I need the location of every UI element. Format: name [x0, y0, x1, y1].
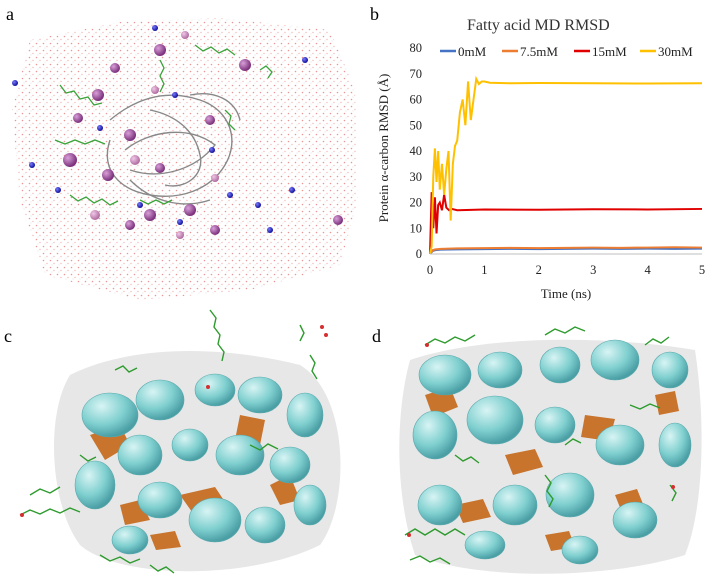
panel-d-surface-render	[399, 326, 702, 574]
y-tick-label: 20	[410, 196, 423, 210]
x-tick-label: 1	[481, 263, 487, 277]
panel-letter-c: c	[4, 326, 12, 346]
y-tick-label: 10	[410, 221, 423, 235]
legend-label-30mM: 30mM	[658, 44, 693, 59]
rmsd-line-chart: Fatty acid MD RMSD 0mM 7.5mM 15mM 30mM 0102…	[376, 17, 705, 301]
legend-label-7.5mM: 7.5mM	[520, 44, 558, 59]
x-tick-label: 2	[536, 263, 542, 277]
protein-ribbon	[106, 93, 241, 205]
legend-label-0mM: 0mM	[458, 44, 487, 59]
fatty-acid-chains	[54, 44, 273, 206]
panel-c-surface-render	[19, 309, 341, 574]
y-tick-label: 30	[410, 170, 423, 184]
legend-label-15mM: 15mM	[592, 44, 627, 59]
chloride-ions	[12, 25, 308, 233]
series-line-7.5mM	[429, 246, 703, 255]
oxygen-atoms	[407, 343, 675, 537]
series-line-30mM	[429, 75, 703, 255]
fatty-acid-chains	[404, 326, 677, 565]
y-tick-label: 0	[416, 247, 422, 261]
panel-letter-a: a	[6, 4, 14, 24]
fatty-acid-chains	[19, 309, 318, 574]
y-tick-label: 40	[410, 144, 423, 158]
panel-letter-d: d	[372, 326, 381, 346]
x-tick-label: 5	[699, 263, 705, 277]
sodium-ions	[63, 44, 343, 235]
cyan-surface-blobs	[412, 339, 692, 565]
y-tick-label: 80	[410, 41, 423, 55]
chart-series	[429, 75, 703, 255]
x-tick-labels: 0 1 2 3 4 5	[427, 263, 705, 277]
cyan-surface-blobs	[74, 373, 327, 555]
x-tick-label: 4	[644, 263, 651, 277]
pink-ions	[90, 31, 219, 239]
x-tick-label: 0	[427, 263, 433, 277]
series-line-0mM	[429, 247, 703, 255]
series-line-15mM	[429, 192, 703, 255]
y-axis-label: Protein α-carbon RMSD (Å)	[376, 74, 391, 223]
x-axis-label: Time (ns)	[541, 286, 591, 301]
chart-legend: 0mM 7.5mM 15mM 30mM	[440, 44, 693, 59]
y-tick-label: 70	[410, 67, 423, 81]
y-tick-labels: 0 10 20 30 40 50 60 70 80	[410, 41, 423, 261]
x-tick-label: 3	[590, 263, 596, 277]
panel-a-molecular-render	[12, 18, 358, 300]
panel-letter-b: b	[370, 4, 379, 24]
oxygen-atoms	[20, 325, 328, 517]
y-tick-label: 60	[410, 93, 423, 107]
y-tick-label: 50	[410, 118, 423, 132]
chart-title: Fatty acid MD RMSD	[467, 17, 610, 34]
